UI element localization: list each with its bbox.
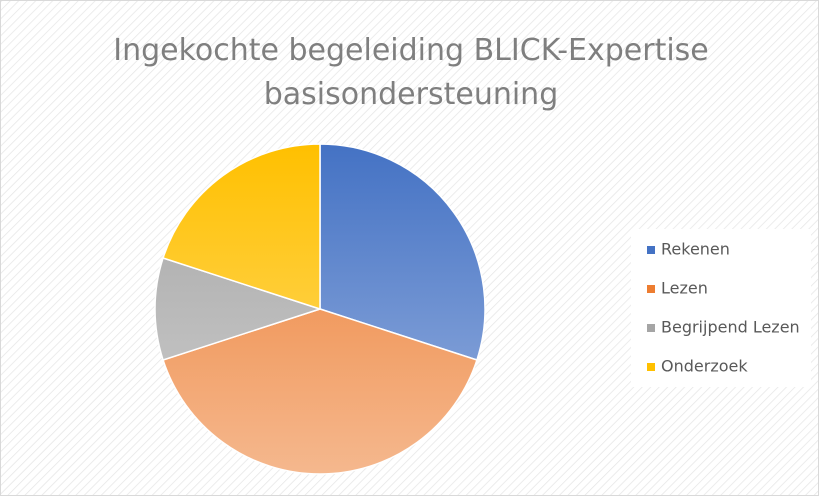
legend-box xyxy=(631,229,811,387)
legend-swatch xyxy=(647,363,655,371)
pie-slice xyxy=(319,143,486,361)
pie-slice xyxy=(162,308,478,475)
chart-title: Ingekochte begeleiding BLICK-Expertise b… xyxy=(113,33,709,112)
legend-label: Begrijpend Lezen xyxy=(661,318,800,337)
legend-label: Onderzoek xyxy=(661,357,748,376)
legend-swatch xyxy=(647,285,655,293)
legend-label: Lezen xyxy=(661,279,708,298)
legend-label: Rekenen xyxy=(661,240,730,259)
pie-slice xyxy=(162,143,321,311)
pie-slice xyxy=(154,257,323,361)
legend-swatch xyxy=(647,324,655,332)
legend-swatch xyxy=(647,246,655,254)
